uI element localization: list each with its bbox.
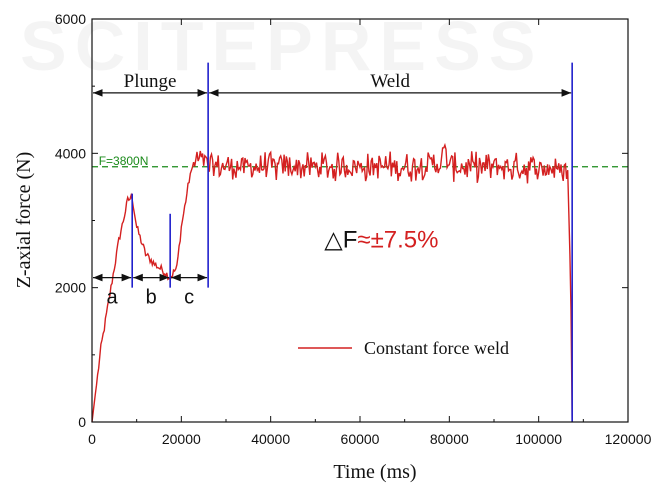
plot-layer: F=3800N Plunge Weld a b c △F≈±7.5% Constant for… [91, 62, 628, 423]
x-tick-label-6: 120000 [605, 431, 652, 447]
segment-label-2: c [184, 287, 194, 309]
y-tick-label-2: 4000 [55, 145, 86, 161]
x-tick-label-1: 20000 [162, 431, 201, 447]
y-axis-title: Z-axial force (N) [13, 152, 35, 289]
x-axis-title: Time (ms) [333, 461, 416, 483]
x-tick-label-4: 80000 [430, 431, 469, 447]
x-tick-label-5: 100000 [515, 431, 562, 447]
phase-label-1: Weld [370, 71, 410, 92]
legend-label: Constant force weld [364, 338, 509, 358]
x-tick-label-2: 40000 [251, 431, 290, 447]
delta-symbol: △F [324, 226, 357, 253]
phase-label-0: Plunge [124, 71, 177, 92]
series-line-0 [91, 142, 573, 423]
x-tick-label-3: 60000 [341, 431, 380, 447]
axis-layer: 0 20000 40000 60000 80000 100000 120000 0 2000 40… [55, 11, 652, 447]
y-tick-label-0: 0 [78, 414, 86, 430]
delta-annotation: △F≈±7.5% [324, 226, 438, 253]
reference-label: F=3800N [99, 154, 149, 168]
x-tick-label-0: 0 [88, 431, 96, 447]
y-tick-label-1: 2000 [55, 280, 86, 296]
y-tick-label-3: 6000 [55, 11, 86, 27]
delta-value: ≈±7.5% [357, 226, 438, 253]
segment-label-1: b [146, 287, 157, 309]
segment-label-0: a [107, 287, 119, 309]
